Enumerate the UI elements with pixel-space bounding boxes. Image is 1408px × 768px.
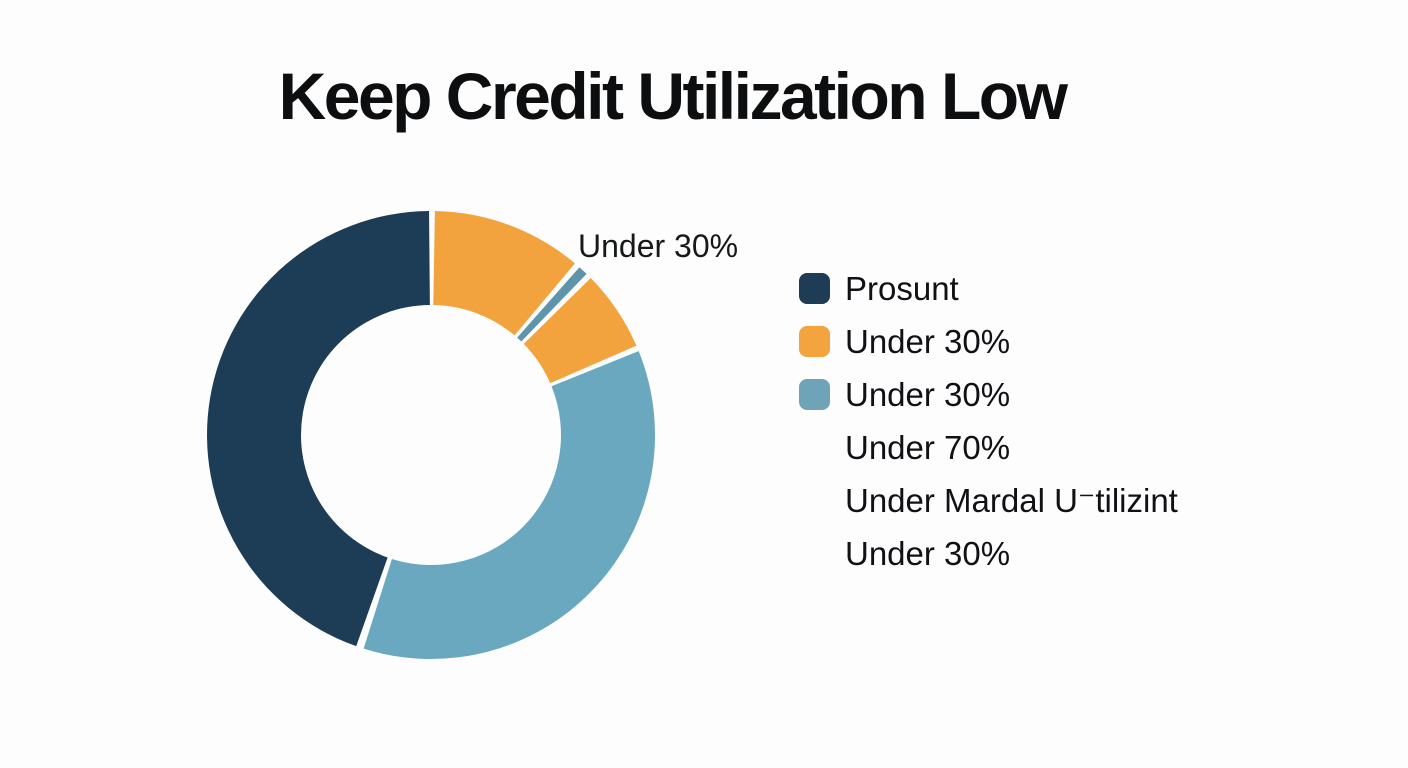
donut-chart (207, 211, 655, 659)
donut-slice-orange-top (433, 211, 575, 336)
legend-item: Under 30% (799, 368, 1178, 421)
legend-label: Under 30% (845, 322, 1011, 360)
legend: Prosunt Under 30% Under 30% Under 70% Under … (799, 262, 1178, 580)
donut-slice-blue-sliver (517, 267, 587, 342)
slice-annotation-label: Under 30% (578, 228, 739, 264)
page-title: Keep Credit Utilization Low (278, 59, 1068, 133)
donut-slice-navy (207, 211, 430, 647)
legend-item: Prosunt (799, 262, 1178, 315)
legend-label: Under Mardal U⁻tilizint (845, 482, 1178, 519)
legend-label: Under 30% (845, 534, 1011, 572)
legend-label: Under 70% (845, 428, 1011, 466)
legend-label: Prosunt (845, 269, 959, 307)
legend-item: Under 70% (799, 421, 1178, 474)
legend-swatch (799, 273, 830, 304)
legend-item: Under 30% (799, 315, 1178, 368)
legend-swatch (799, 326, 830, 357)
donut-slice-light-blue (363, 351, 655, 659)
legend-item: Under 30% (799, 527, 1178, 580)
legend-item: Under Mardal U⁻tilizint (799, 474, 1178, 527)
donut-slice-orange-lower (523, 278, 637, 384)
legend-label: Under 30% (845, 375, 1011, 413)
legend-swatch (799, 379, 830, 410)
